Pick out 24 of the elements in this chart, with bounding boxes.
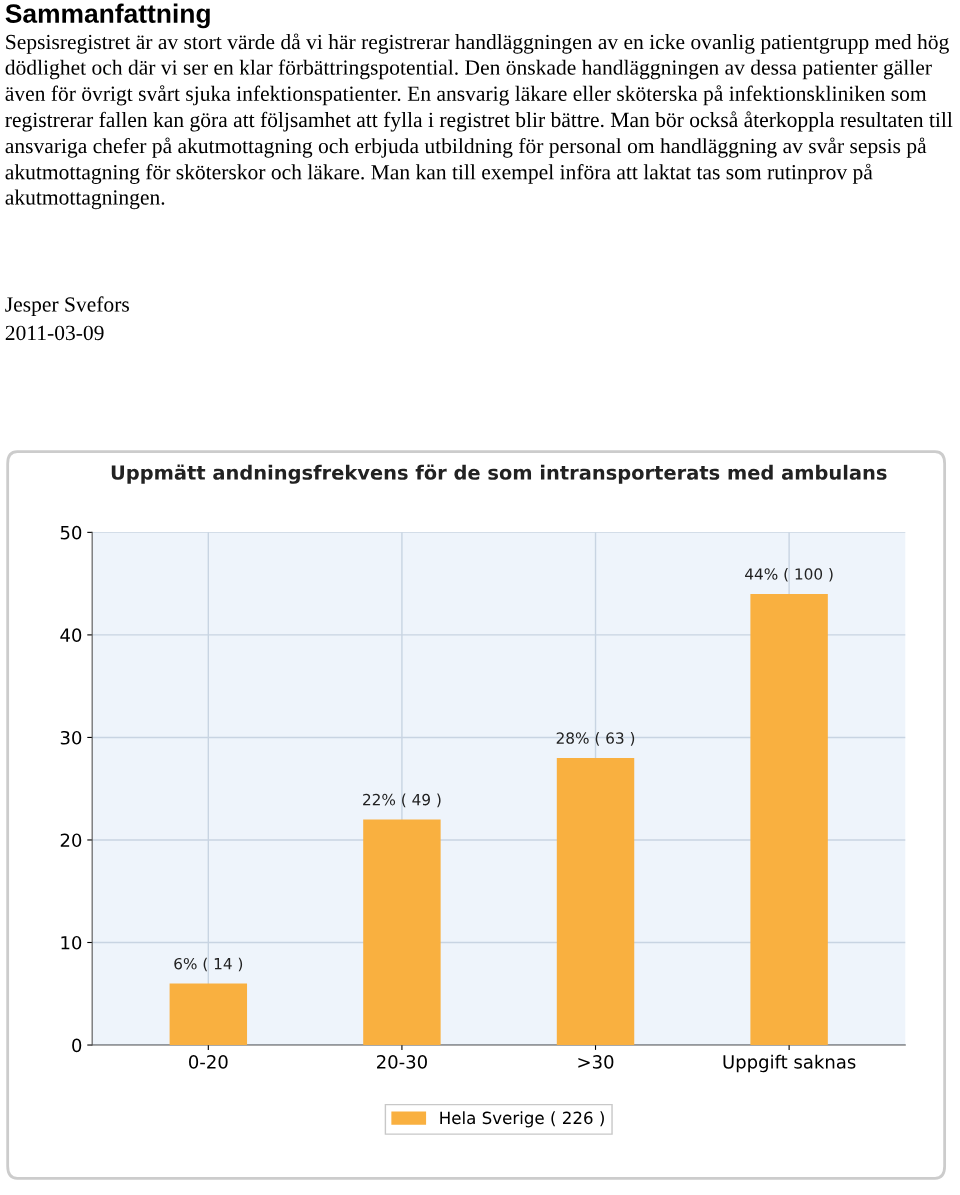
y-tick-label: 40	[60, 628, 82, 643]
bar	[169, 983, 248, 1046]
data-label: 28% ( 63 )	[556, 732, 635, 746]
text: 2011-03-09	[5, 325, 104, 341]
bar	[363, 819, 441, 1046]
y-tick-label: 0	[72, 1038, 82, 1053]
text: Sammanfattning	[5, 3, 210, 29]
x-tick-label: 20-30	[377, 1055, 427, 1069]
bar	[750, 593, 828, 1046]
y-tick-label: 20	[60, 833, 82, 848]
y-tick-label: 30	[60, 730, 82, 745]
text: Sepsisregistret är av stort värde då vi här registrerar handläggningen av en icke ovanlig patientgrupp med hög dödlighet och där vi ser en klar förbättringspotential. Den önskade handläggningen av dessa patienter gäller även för övrigt svårt sjuka infektionspatienter. En ansvarig läkare eller sköterska på infektionskliniken som registrerar fallen kan göra att följsamhet att fylla i registret blir bättre. Man bör också återkoppla resultaten till ansvariga chefer på akutmottagning och erbjuda utbildning för personal om handläggning av svår sepsis på akutmottagning för sköterskor och läkare. Man kan till exempel införa att laktat tas som rutinprov på akutmottagningen.	[5, 33, 953, 210]
data-label: 44% ( 100 )	[745, 568, 833, 582]
bar	[556, 757, 635, 1046]
x-tick-label: >30	[578, 1055, 614, 1069]
data-label: 6% ( 14 )	[174, 957, 243, 972]
text: Jesper Svefors	[5, 296, 129, 317]
chart-title: Uppmätt andningsfrekvens för de som intransporterats med ambulans	[111, 464, 887, 484]
legend-label: Hela Sverige ( 226 )	[440, 1111, 604, 1128]
y-tick-label: 50	[60, 525, 82, 540]
x-tick-label: Uppgift saknas	[723, 1054, 856, 1073]
y-tick-label: 10	[61, 935, 82, 950]
data-label: 22% ( 49 )	[363, 793, 441, 808]
x-tick-label: 0-20	[189, 1055, 228, 1069]
